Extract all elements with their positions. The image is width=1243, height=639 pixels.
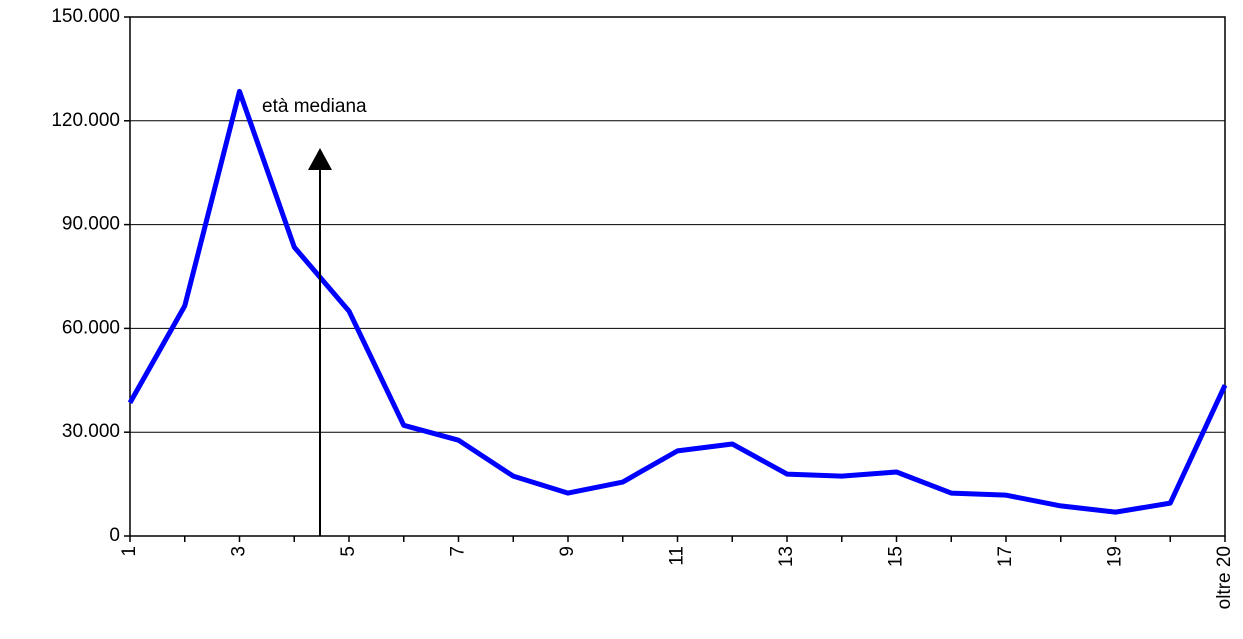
x-tick-label: 3: [229, 546, 250, 557]
data-line: [127, 88, 1228, 515]
x-tick-label: 5: [338, 546, 359, 557]
x-tick-label: 11: [667, 546, 688, 566]
x-tick-label: 13: [776, 546, 797, 567]
y-tick-label: 0: [109, 525, 120, 546]
x-tick-label: 17: [995, 546, 1016, 567]
y-tick-label: 120.000: [51, 110, 120, 131]
x-tick-label: oltre 20: [1214, 546, 1235, 609]
grid: [124, 16, 1226, 542]
annotation: età mediana: [262, 96, 367, 117]
x-tick-label: 1: [119, 546, 140, 557]
x-tick-label: 19: [1105, 546, 1126, 567]
y-tick-label: 90.000: [62, 214, 120, 235]
median-arrow-head: [308, 148, 332, 170]
y-tick-label: 60.000: [62, 317, 120, 338]
x-tick-label: 9: [557, 546, 578, 557]
marks: [127, 88, 1228, 515]
x-tick-label: 15: [886, 546, 907, 567]
x-tick-label: 7: [448, 546, 469, 557]
y-tick-label: 150.000: [51, 6, 120, 27]
plot-frame: [129, 16, 1226, 537]
y-tick-label: 30.000: [62, 421, 120, 442]
